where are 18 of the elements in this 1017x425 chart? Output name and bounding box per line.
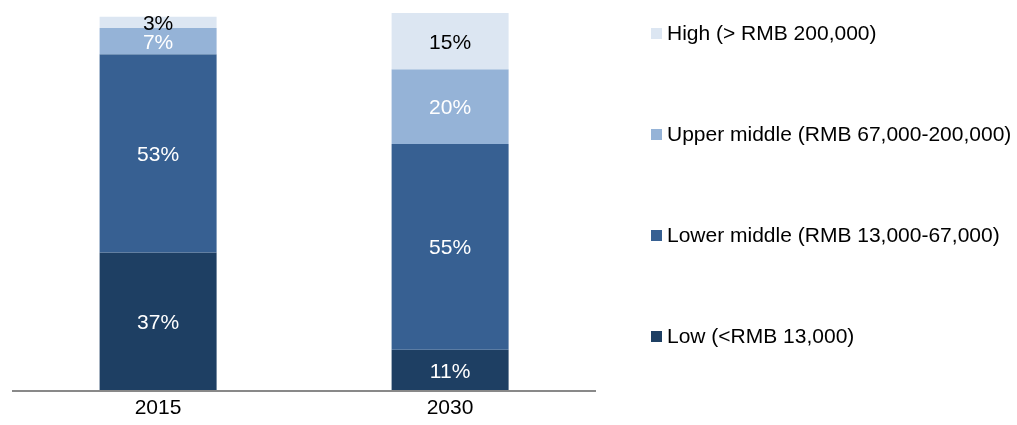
bar — [391, 143, 509, 350]
x-tick-label: 2015 — [134, 394, 182, 418]
legend-label: Low (<RMB 13,000) — [667, 324, 855, 348]
legend-label: Upper middle (RMB 67,000-200,000) — [667, 122, 1012, 146]
legend-label: Lower middle (RMB 13,000-67,000) — [667, 223, 1000, 247]
data-label: 11% — [429, 358, 471, 382]
data-label: 55% — [429, 235, 472, 259]
data-label: 37% — [137, 310, 180, 334]
bar — [391, 13, 509, 70]
data-label: 15% — [429, 29, 472, 53]
bar — [391, 69, 509, 144]
x-tick-label: 2030 — [426, 394, 474, 418]
legend-label: High (> RMB 200,000) — [667, 21, 877, 45]
data-label: 20% — [429, 95, 472, 119]
bar — [391, 349, 509, 391]
bar — [99, 54, 217, 253]
bar — [99, 252, 217, 391]
data-label: 53% — [137, 141, 180, 165]
